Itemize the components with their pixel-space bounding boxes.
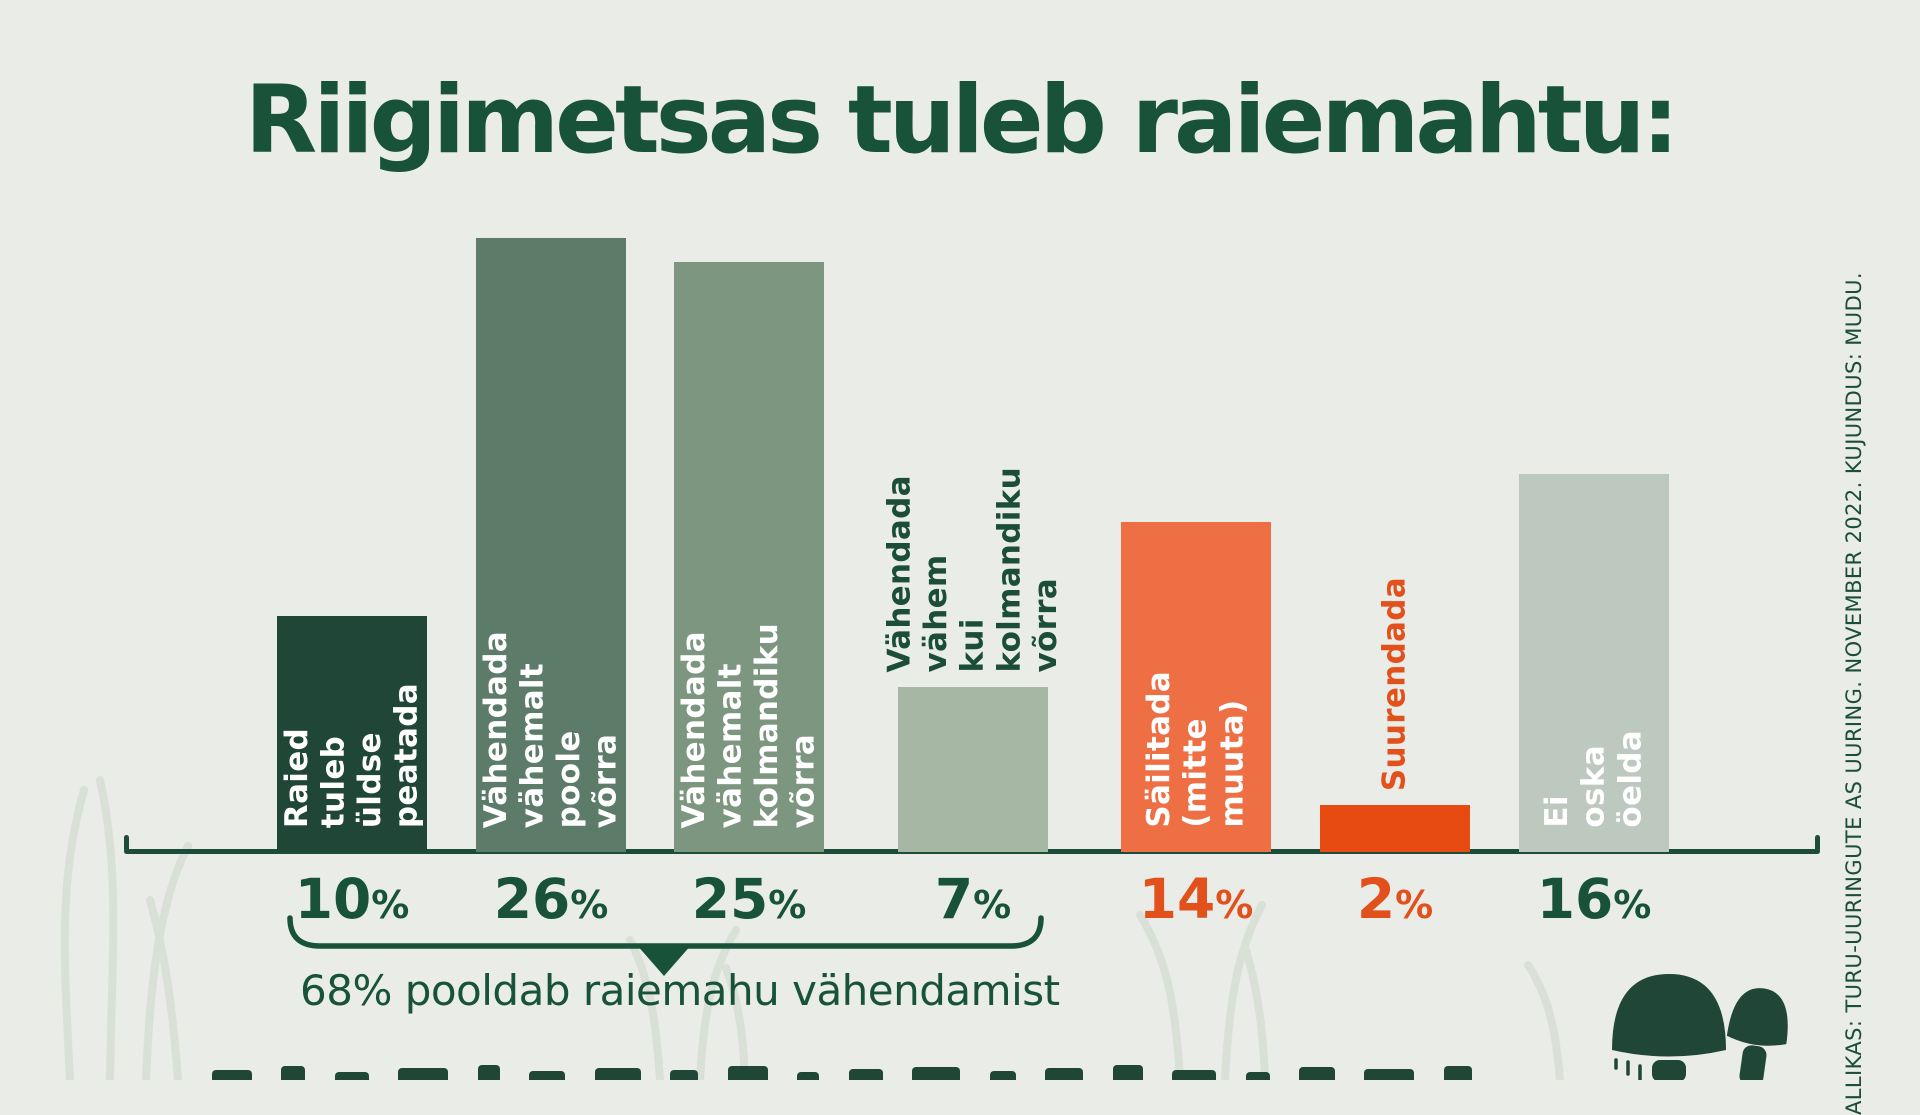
bar-label: Ei oska öelda xyxy=(1539,730,1649,828)
cropped-glyph xyxy=(989,1071,1016,1080)
cropped-glyph xyxy=(477,1065,500,1080)
bar-label: Säilitada (mitte muuta) xyxy=(1141,671,1251,828)
cropped-glyph xyxy=(1045,1068,1084,1080)
percent-sign: % xyxy=(1395,883,1434,927)
summary-annotation: 68% pooldab raiemahu vähendamist xyxy=(300,966,1060,1015)
bar xyxy=(674,262,824,852)
percent-sign: % xyxy=(973,883,1012,927)
percent-sign: % xyxy=(371,883,410,927)
cropped-glyph xyxy=(1245,1072,1270,1080)
cropped-glyph xyxy=(398,1068,449,1080)
cropped-glyph xyxy=(1298,1067,1335,1080)
percent-value: 14 xyxy=(1138,867,1216,931)
cropped-glyph xyxy=(334,1072,369,1080)
page-title: Riigimetsas tuleb raiemahtu: xyxy=(244,66,1679,175)
cropped-glyph xyxy=(670,1070,699,1080)
percent-label: 16% xyxy=(1537,872,1652,927)
cropped-glyph xyxy=(1172,1070,1217,1080)
bar-label: Vähendada vähemalt poole võrra xyxy=(477,630,624,828)
bar-label: Vähendada vähemalt kolmandiku võrra xyxy=(675,622,822,829)
percent-value: 10 xyxy=(294,867,372,931)
cropped-glyph xyxy=(281,1066,306,1080)
cropped-glyph xyxy=(912,1067,961,1080)
percent-sign: % xyxy=(1215,883,1254,927)
cropped-glyph xyxy=(848,1069,883,1080)
cropped-glyph xyxy=(1112,1065,1143,1080)
bar xyxy=(1519,474,1669,852)
percent-value: 26 xyxy=(493,867,571,931)
percent-label: 7% xyxy=(935,872,1011,927)
summary-bracket xyxy=(287,915,1044,976)
percent-value: 16 xyxy=(1536,867,1614,931)
cropped-glyph xyxy=(594,1068,641,1080)
percent-sign: % xyxy=(570,883,609,927)
percent-label: 10% xyxy=(295,872,410,927)
cropped-glyph xyxy=(727,1066,768,1080)
percent-label: 14% xyxy=(1139,872,1254,927)
percent-value: 25 xyxy=(691,867,769,931)
percent-label: 26% xyxy=(494,872,609,927)
cropped-glyph xyxy=(212,1070,252,1080)
cropped-glyph xyxy=(529,1071,566,1080)
percent-label: 25% xyxy=(692,872,807,927)
cropped-glyph xyxy=(1443,1066,1472,1080)
bar xyxy=(898,686,1048,852)
bar-label: Vähendada vähem kui kolmandiku võrra xyxy=(881,467,1064,673)
bar-label: Raied tuleb üldse peatada xyxy=(278,682,425,828)
source-note: ALLIKAS: TURU-UURINGUTE AS UURING. NOVEM… xyxy=(1842,272,1866,1115)
bar xyxy=(1121,521,1271,852)
percent-sign: % xyxy=(768,883,807,927)
percent-value: 7 xyxy=(934,867,974,931)
cropped-text-decoration xyxy=(212,1065,1472,1080)
bar xyxy=(277,616,427,852)
percent-sign: % xyxy=(1613,883,1652,927)
bar xyxy=(476,238,626,852)
cropped-glyph xyxy=(1364,1069,1415,1080)
percent-value: 2 xyxy=(1356,867,1396,931)
infographic: Riigimetsas tuleb raiemahtu: Raied tuleb… xyxy=(60,66,1866,1115)
percent-label: 2% xyxy=(1357,872,1433,927)
bar-label: Suurendada xyxy=(1376,576,1413,791)
cropped-glyph xyxy=(797,1072,820,1080)
bar xyxy=(1320,804,1470,852)
